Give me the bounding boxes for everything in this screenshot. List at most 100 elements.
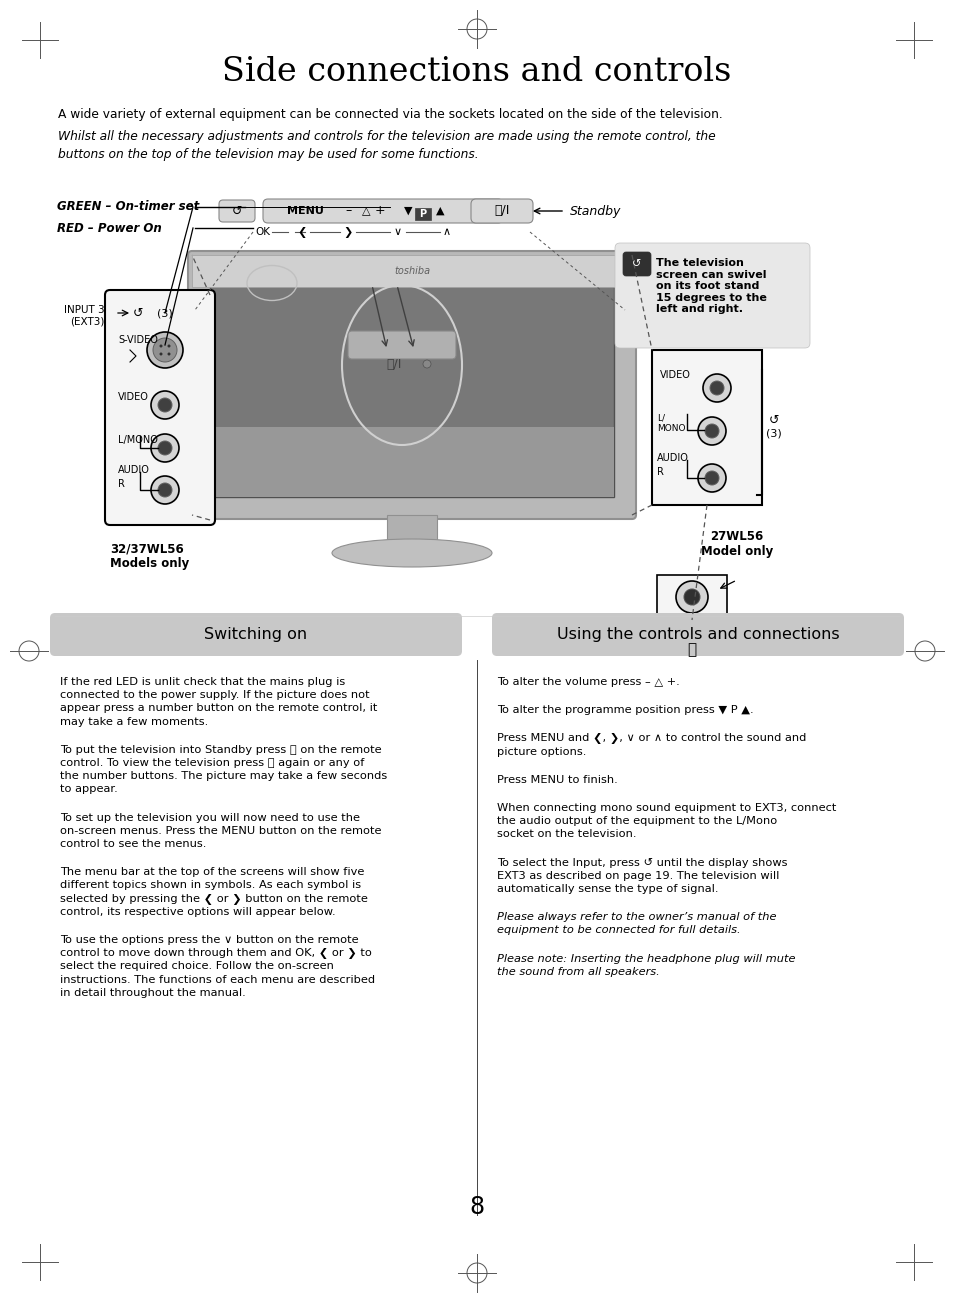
Text: S-VIDEO: S-VIDEO [118,335,157,345]
Text: ▼: ▼ [403,206,412,216]
Text: appear press a number button on the remote control, it: appear press a number button on the remo… [60,703,377,713]
Text: toshiba: toshiba [394,266,430,276]
Circle shape [168,353,171,355]
Text: instructions. The functions of each menu are described: instructions. The functions of each menu… [60,975,375,984]
Text: ⒤/I: ⒤/I [494,204,509,217]
FancyBboxPatch shape [657,575,726,620]
Text: control, its respective options will appear below.: control, its respective options will app… [60,906,335,917]
Bar [387,516,436,546]
Text: connected to the power supply. If the picture does not: connected to the power supply. If the pi… [60,690,369,700]
Circle shape [676,581,707,613]
Text: ↺: ↺ [132,306,143,319]
FancyBboxPatch shape [471,199,533,223]
Text: Standby: Standby [569,204,620,217]
Text: buttons on the top of the television may be used for some functions.: buttons on the top of the television may… [58,148,478,161]
Circle shape [152,339,177,362]
Circle shape [151,477,179,504]
FancyBboxPatch shape [210,285,614,497]
Circle shape [158,441,172,454]
Bar [192,255,631,286]
Text: to appear.: to appear. [60,784,117,794]
Text: –: – [346,204,352,217]
Text: When connecting mono sound equipment to EXT3, connect: When connecting mono sound equipment to … [497,803,836,812]
FancyBboxPatch shape [615,243,809,348]
Text: (3): (3) [157,309,172,318]
Text: control. To view the television press ⒤ again or any of: control. To view the television press ⒤ … [60,758,364,768]
FancyBboxPatch shape [415,208,431,220]
Text: (3): (3) [765,428,781,437]
FancyBboxPatch shape [219,201,254,223]
FancyBboxPatch shape [105,290,214,525]
FancyBboxPatch shape [651,350,761,505]
Text: may take a few moments.: may take a few moments. [60,716,208,727]
Text: 27WL56
Model only: 27WL56 Model only [700,530,772,559]
Text: L/
MONO: L/ MONO [657,413,685,432]
Text: in detail throughout the manual.: in detail throughout the manual. [60,988,246,997]
Text: ↺: ↺ [632,259,641,270]
Text: 8: 8 [469,1195,484,1219]
Circle shape [704,471,719,486]
Text: To alter the programme position press ▼ P ▲.: To alter the programme position press ▼ … [497,706,753,715]
FancyBboxPatch shape [210,427,614,497]
Text: Side connections and controls: Side connections and controls [222,56,731,89]
Text: EXT3 as described on page 19. The television will: EXT3 as described on page 19. The televi… [497,871,779,880]
FancyBboxPatch shape [50,613,461,656]
FancyBboxPatch shape [188,251,636,519]
Text: To select the Input, press ↺ until the display shows: To select the Input, press ↺ until the d… [497,858,786,867]
Text: RED – Power On: RED – Power On [57,221,162,234]
Text: To alter the volume press – △ +.: To alter the volume press – △ +. [497,677,679,687]
Text: Switching on: Switching on [204,628,307,642]
Circle shape [159,353,162,355]
Text: VIDEO: VIDEO [659,370,690,380]
Text: control to see the menus.: control to see the menus. [60,838,206,849]
Text: To put the television into Standby press ⒤ on the remote: To put the television into Standby press… [60,745,381,755]
Text: different topics shown in symbols. As each symbol is: different topics shown in symbols. As ea… [60,880,361,891]
Text: picture options.: picture options. [497,746,586,756]
Text: ↺: ↺ [768,414,779,427]
Text: To set up the television you will now need to use the: To set up the television you will now ne… [60,812,359,823]
Text: The menu bar at the top of the screens will show five: The menu bar at the top of the screens w… [60,867,364,878]
Text: If the red LED is unlit check that the mains plug is: If the red LED is unlit check that the m… [60,677,345,687]
Text: selected by pressing the ❮ or ❯ button on the remote: selected by pressing the ❮ or ❯ button o… [60,893,368,905]
Circle shape [147,332,183,368]
Text: the number buttons. The picture may take a few seconds: the number buttons. The picture may take… [60,771,387,781]
Text: equipment to be connected for full details.: equipment to be connected for full detai… [497,926,740,935]
Text: MENU: MENU [286,206,323,216]
Text: ⒤/I: ⒤/I [386,358,401,371]
Text: GREEN – On-timer set: GREEN – On-timer set [57,201,199,214]
Text: ❯: ❯ [343,227,353,237]
Text: Please note: Inserting the headphone plug will mute: Please note: Inserting the headphone plu… [497,953,795,963]
Text: AUDIO: AUDIO [657,453,688,464]
Text: 32/37WL56
Models only: 32/37WL56 Models only [110,542,189,570]
FancyBboxPatch shape [348,331,456,359]
Circle shape [158,483,172,497]
Text: Whilst all the necessary adjustments and controls for the television are made us: Whilst all the necessary adjustments and… [58,130,715,143]
Text: A wide variety of external equipment can be connected via the sockets located on: A wide variety of external equipment can… [58,108,722,121]
Circle shape [168,345,171,348]
Text: the sound from all speakers.: the sound from all speakers. [497,967,659,976]
Text: automatically sense the type of signal.: automatically sense the type of signal. [497,884,718,894]
Text: Using the controls and connections: Using the controls and connections [557,628,839,642]
Text: select the required choice. Follow the on-screen: select the required choice. Follow the o… [60,961,334,971]
Circle shape [151,434,179,462]
Text: ∧: ∧ [442,227,451,237]
Text: P: P [419,210,426,219]
Circle shape [151,391,179,419]
Text: Press MENU to finish.: Press MENU to finish. [497,775,618,785]
Text: ∨: ∨ [394,227,401,237]
Text: ▲: ▲ [436,206,444,216]
Text: AUDIO: AUDIO [118,465,150,475]
Circle shape [702,374,730,402]
Ellipse shape [332,539,492,566]
Text: R: R [118,479,125,490]
Text: Please always refer to the owner’s manual of the: Please always refer to the owner’s manua… [497,913,776,922]
Circle shape [158,398,172,411]
FancyBboxPatch shape [263,199,502,223]
Text: socket on the television.: socket on the television. [497,829,636,840]
Circle shape [709,381,723,395]
Circle shape [422,359,431,368]
Text: The television
screen can swivel
on its foot stand
15 degrees to the
left and ri: The television screen can swivel on its … [656,258,766,314]
FancyBboxPatch shape [492,613,903,656]
Text: ↺: ↺ [232,204,242,217]
Text: To use the options press the ∨ button on the remote: To use the options press the ∨ button on… [60,935,358,945]
